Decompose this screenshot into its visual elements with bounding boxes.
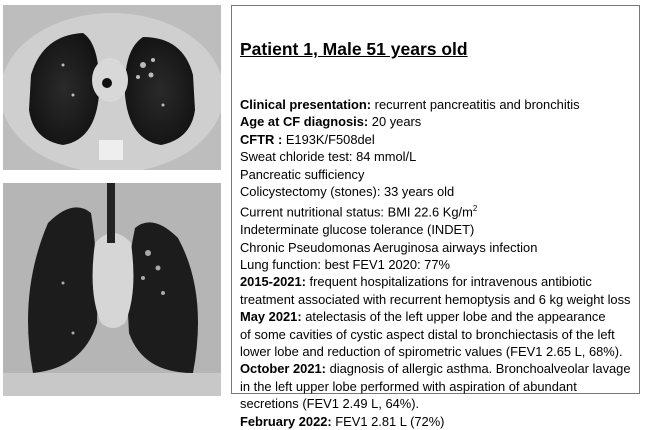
detail-text: Indeterminate glucose tolerance (INDET) [240,222,475,238]
detail-line: Age at CF diagnosis: 20 years [240,113,631,130]
detail-line: Colicystectomy (stones): 33 years old [240,183,631,200]
detail-label: 2015-2021: [240,274,306,290]
detail-label: CFTR : [240,131,283,147]
detail-line: May 2021: atelectasis of the left upper … [240,308,631,325]
detail-text: Chronic Pseudomonas Aeruginosa airways i… [240,239,538,255]
detail-text: treatment associated with recurrent hemo… [240,291,631,307]
detail-text: E193K/F508del [282,131,375,147]
detail-line: February 2022: FEV1 2.81 L (72%) [240,413,631,430]
detail-line: Clinical presentation: recurrent pancrea… [240,96,631,113]
detail-text: recurrent pancreatitis and bronchitis [371,97,580,112]
detail-text: Lung function: best FEV1 2020: 77% [240,256,450,272]
detail-text: lower lobe and reduction of spirometric … [240,343,623,359]
detail-text: Pancreatic sufficiency [240,166,365,182]
detail-text: frequent hospitalizations for intravenou… [305,274,592,290]
detail-line: Pancreatic sufficiency [240,166,631,183]
detail-text: diagnosis of allergic asthma. Bronchoalv… [325,361,631,377]
detail-text: Colicystectomy (stones): 33 years old [240,184,455,200]
clinical-details: Clinical presentation: recurrent pancrea… [240,96,631,430]
detail-label: Clinical presentation: [240,97,372,112]
detail-line: 2015-2021: frequent hospitalizations for… [240,273,631,290]
detail-line: Current nutritional status: BMI 22.6 Kg/… [240,200,631,221]
detail-text: secretions (FEV1 2.49 L, 64%). [240,396,420,412]
detail-label: October 2021: [240,361,326,377]
detail-line: Chronic Pseudomonas Aeruginosa airways i… [240,239,631,256]
axial-ct-image [3,5,221,170]
detail-text: atelectasis of the left upper lobe and t… [301,309,606,325]
coronal-ct-image [3,183,221,396]
detail-text: Sweat chloride test: 84 mmol/L [240,149,417,165]
detail-line: Lung function: best FEV1 2020: 77% [240,256,631,273]
patient-title: Patient 1, Male 51 years old [240,39,468,59]
detail-text: in the left upper lobe performed with as… [240,378,577,394]
detail-line: of some cavities of cystic aspect distal… [240,326,631,343]
superscript: 2 [472,204,478,214]
detail-line: Indeterminate glucose tolerance (INDET) [240,221,631,238]
detail-line: secretions (FEV1 2.49 L, 64%). [240,395,631,412]
detail-text: 20 years [368,114,422,130]
detail-line: Sweat chloride test: 84 mmol/L [240,148,631,165]
detail-label: February 2022: [240,413,332,429]
detail-label: May 2021: [240,309,302,325]
detail-label: Age at CF diagnosis: [240,114,369,130]
detail-line: CFTR : E193K/F508del [240,131,631,148]
detail-line: lower lobe and reduction of spirometric … [240,343,631,360]
detail-line: October 2021: diagnosis of allergic asth… [240,360,631,377]
detail-line: in the left upper lobe performed with as… [240,378,631,395]
detail-text: of some cavities of cystic aspect distal… [240,326,615,342]
patient-summary-box: Patient 1, Male 51 years old Clinical pr… [231,5,640,429]
detail-text: FEV1 2.81 L (72%) [331,413,445,429]
detail-text: Current nutritional status: BMI 22.6 Kg/… [240,204,473,220]
detail-line: treatment associated with recurrent hemo… [240,291,631,308]
